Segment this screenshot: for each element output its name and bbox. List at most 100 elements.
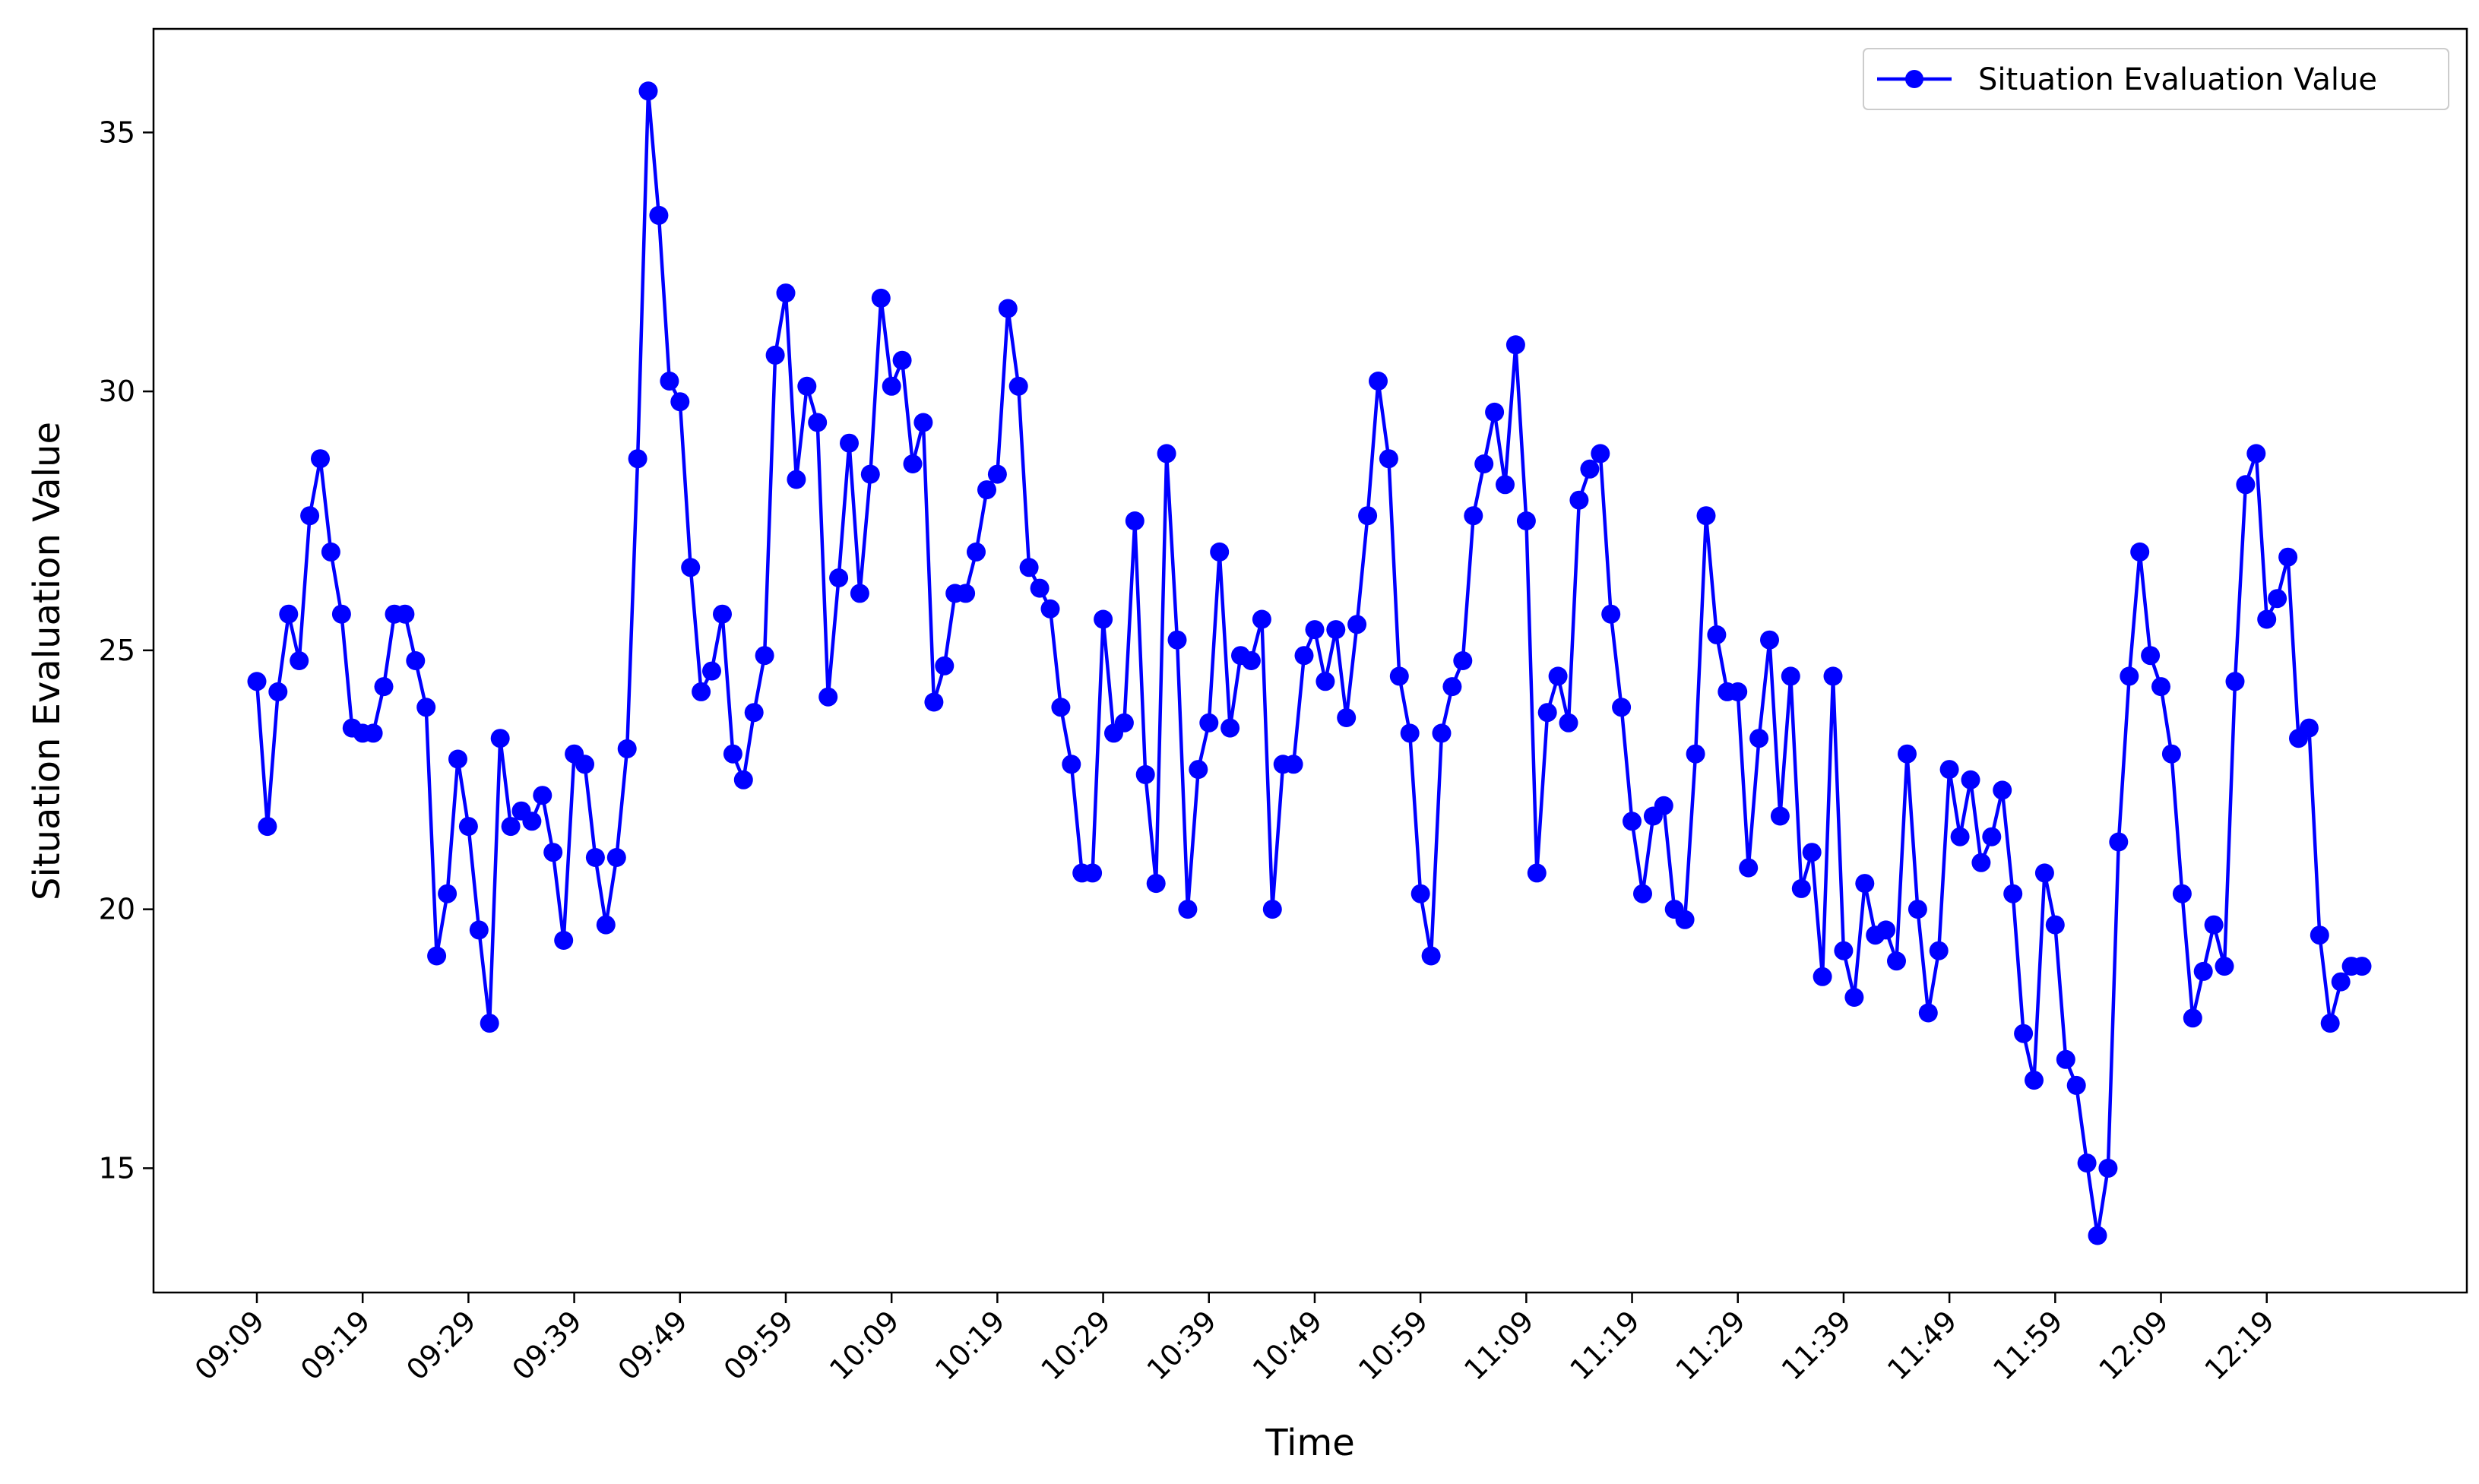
- y-axis-ticks: 15 20 25 30 35: [99, 115, 154, 1185]
- data-point: [808, 413, 828, 432]
- data-point: [797, 376, 817, 396]
- data-point: [1474, 454, 1494, 473]
- x-axis-label: Time: [1265, 1422, 1354, 1464]
- data-point: [1591, 444, 1610, 464]
- data-point: [2193, 961, 2213, 981]
- data-point: [416, 698, 436, 717]
- data-point: [2215, 957, 2234, 976]
- data-point: [438, 884, 457, 903]
- data-point: [395, 604, 415, 624]
- x-tick-label: 10:59: [1352, 1304, 1435, 1387]
- data-point: [649, 205, 669, 225]
- data-point: [1505, 335, 1525, 355]
- data-point: [1527, 863, 1547, 883]
- data-point: [617, 739, 637, 758]
- legend: Situation Evaluation Value: [1863, 48, 2449, 110]
- data-point: [2299, 718, 2319, 738]
- data-point: [554, 931, 574, 950]
- data-point: [860, 464, 880, 484]
- data-point: [2014, 1024, 2034, 1043]
- x-axis-ticks: 09:09 09:19 09:29 09:39 09:49 09:59 10:09 10:19…: [188, 1293, 2281, 1387]
- data-point: [967, 542, 986, 562]
- data-point: [1876, 920, 1896, 940]
- data-point: [311, 449, 330, 469]
- data-point: [2236, 475, 2256, 495]
- data-point: [1686, 744, 1705, 764]
- data-point: [1337, 708, 1357, 727]
- data-point: [1580, 459, 1600, 479]
- data-point: [448, 749, 467, 769]
- x-tick-label: 09:29: [400, 1304, 483, 1387]
- y-axis-label: Situation Evaluation Value: [26, 422, 68, 900]
- data-point: [723, 744, 742, 764]
- data-point: [1908, 900, 1927, 919]
- data-point: [776, 283, 796, 303]
- data-point: [1284, 755, 1303, 774]
- data-point: [755, 646, 774, 666]
- x-tick-label: 10:29: [1034, 1304, 1117, 1387]
- data-point: [628, 449, 647, 469]
- legend-label: Situation Evaluation Value: [1978, 62, 2377, 97]
- data-point: [818, 687, 838, 707]
- data-point: [1432, 723, 1452, 743]
- data-point: [892, 350, 912, 370]
- data-point: [1421, 946, 1441, 966]
- data-point: [2098, 1158, 2118, 1178]
- data-point: [1993, 780, 2012, 800]
- data-point: [924, 692, 944, 712]
- data-point: [913, 413, 933, 432]
- data-point: [2268, 589, 2287, 609]
- data-point: [2151, 677, 2170, 697]
- data-point: [1548, 666, 1568, 686]
- data-point: [2130, 542, 2150, 562]
- data-point: [522, 812, 542, 831]
- data-point: [1178, 900, 1198, 919]
- data-point: [1453, 651, 1473, 670]
- data-point: [268, 682, 288, 701]
- data-point: [1125, 511, 1145, 530]
- data-point: [2003, 884, 2023, 903]
- data-point: [2320, 1014, 2340, 1033]
- y-tick-label: 25: [99, 634, 135, 667]
- data-point: [2045, 915, 2065, 935]
- data-point: [903, 454, 923, 473]
- data-point: [1707, 625, 1727, 644]
- data-point: [2278, 547, 2298, 567]
- data-point: [1114, 713, 1134, 733]
- data-point: [1369, 372, 1388, 391]
- data-point: [1516, 511, 1536, 530]
- data-point: [1728, 682, 1748, 701]
- x-tick-label: 11:09: [1458, 1304, 1540, 1387]
- data-point: [480, 1014, 499, 1033]
- data-point: [596, 915, 616, 935]
- data-point: [1051, 698, 1071, 717]
- data-point: [1569, 490, 1589, 510]
- data-point: [585, 848, 605, 867]
- data-point: [1559, 713, 1578, 733]
- data-point: [458, 817, 478, 837]
- data-point: [331, 604, 351, 624]
- data-point: [1167, 630, 1187, 650]
- series-line: [255, 89, 2362, 1238]
- data-point: [1675, 910, 1695, 929]
- data-point: [787, 470, 806, 489]
- x-tick-label: 10:49: [1246, 1304, 1329, 1387]
- data-point: [1400, 723, 1420, 743]
- data-point: [1241, 651, 1261, 670]
- data-point: [2257, 609, 2277, 629]
- data-point: [575, 755, 594, 774]
- data-point: [2077, 1153, 2097, 1173]
- x-tick-label: 11:19: [1563, 1304, 1646, 1387]
- data-point: [1791, 878, 1811, 898]
- x-tick-label: 10:39: [1141, 1304, 1224, 1387]
- data-point: [1083, 863, 1103, 883]
- data-point: [1802, 843, 1822, 862]
- data-point: [1189, 760, 1208, 780]
- data-point: [1326, 620, 1346, 640]
- data-point: [1030, 578, 1050, 598]
- data-point: [765, 345, 785, 365]
- data-point: [1094, 609, 1113, 629]
- data-point: [1199, 713, 1219, 733]
- data-point: [2246, 444, 2266, 464]
